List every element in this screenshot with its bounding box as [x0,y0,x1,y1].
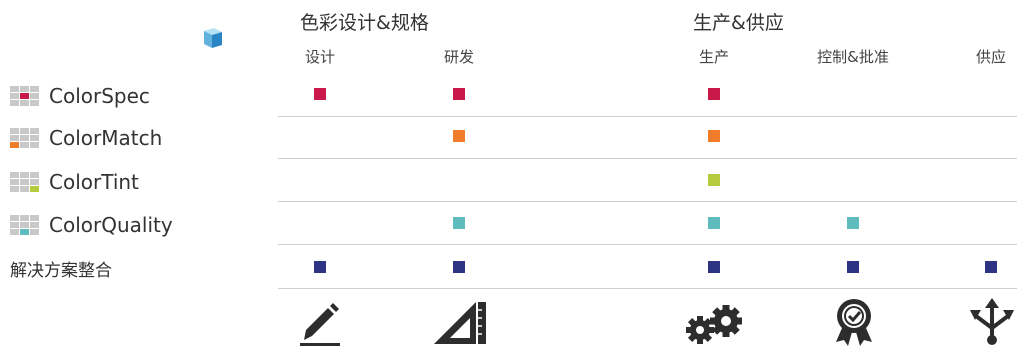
row-label-colorspec: ColorSpec [10,84,150,108]
matrix-mark [453,130,465,142]
column-header-rnd: 研发 [443,48,475,66]
row-separator [278,158,1017,159]
matrix-mark [708,217,720,229]
matrix-mark [985,261,997,273]
matrix-mark [847,217,859,229]
row-separator [278,288,1017,289]
award-badge-icon [836,299,872,346]
distribution-arrows-icon [970,298,1014,345]
ruler-triangle-icon [434,302,486,344]
colorquality-grid-icon [10,215,39,235]
colormatch-grid-icon [10,128,39,148]
row-label-text: 解决方案整合 [10,260,112,281]
row-label-colorquality: ColorQuality [10,213,173,237]
row-label-colortint: ColorTint [10,170,139,194]
matrix-mark [708,130,720,142]
matrix-mark [708,174,720,186]
row-label-text: ColorQuality [49,213,173,237]
matrix-mark [453,88,465,100]
column-header-control: 控制&批准 [817,48,889,66]
matrix-mark [453,217,465,229]
colortint-grid-icon [10,172,39,192]
matrix-mark [314,261,326,273]
row-label-text: ColorMatch [49,126,163,150]
column-header-design: 设计 [304,48,336,66]
matrix-mark [708,261,720,273]
pencil-icon [300,303,340,346]
column-header-production: 生产 [698,48,730,66]
row-label-text: ColorTint [49,170,139,194]
row-separator [278,201,1017,202]
row-label-text: ColorSpec [49,84,150,108]
group-title-production: 生产&供应 [693,12,784,34]
row-label-integration: 解决方案整合 [10,256,112,281]
group-title-design: 色彩设计&规格 [300,12,429,34]
column-header-supply: 供应 [975,48,1007,66]
gears-icon [686,305,742,344]
matrix-mark [314,88,326,100]
row-separator [278,244,1017,245]
cube-icon [204,28,222,48]
row-separator [278,116,1017,117]
matrix-mark [847,261,859,273]
matrix-mark [453,261,465,273]
row-label-colormatch: ColorMatch [10,126,162,150]
matrix-mark [708,88,720,100]
colorspec-grid-icon [10,86,39,106]
